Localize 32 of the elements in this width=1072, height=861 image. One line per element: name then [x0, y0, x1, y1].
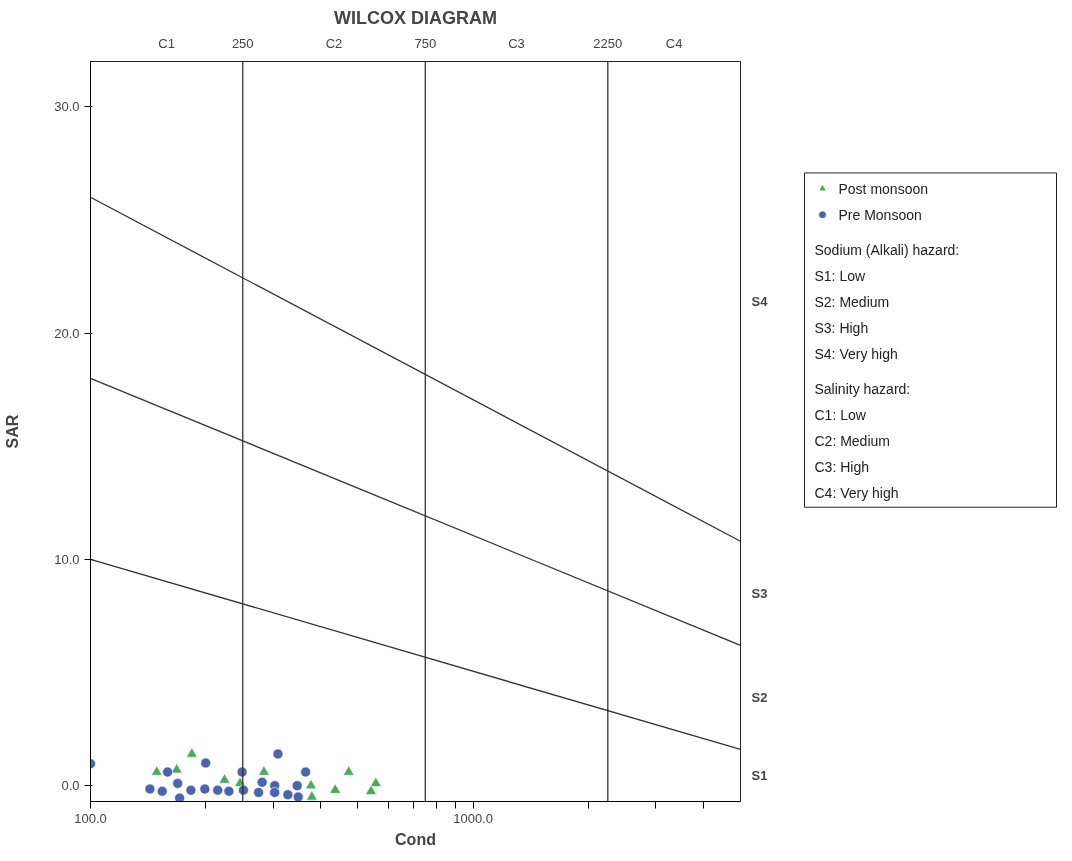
x-axis-title: Cond — [395, 830, 436, 848]
text: S4: Very high — [814, 346, 898, 363]
y-tick-label: 0.0 — [61, 778, 80, 794]
text: C4 — [665, 35, 683, 51]
text: Salinity hazard: — [814, 380, 911, 397]
y-tick-label: 30.0 — [54, 99, 80, 115]
text: C1 — [158, 35, 175, 51]
ref-line-label: 750 — [414, 35, 437, 51]
text: Sodium (Alkali) hazard: — [814, 241, 960, 258]
text: S3: High — [814, 319, 869, 336]
legend-label: Post monsoon — [838, 180, 928, 197]
y-tick-label: 20.0 — [54, 325, 80, 341]
text: C4: Very high — [814, 485, 899, 502]
text: S2: Medium — [814, 293, 890, 310]
chart-title: WILCOX DIAGRAM — [334, 7, 497, 28]
text: C2: Medium — [814, 433, 890, 450]
text: S3 — [751, 585, 768, 601]
x-tick-label: 100.0 — [74, 810, 107, 826]
x-tick-label: 1000.0 — [453, 810, 493, 826]
ref-line-label: 2250 — [593, 35, 623, 51]
legend-label: Pre Monsoon — [838, 206, 922, 223]
text: C2 — [325, 35, 343, 51]
y-axis-title: SAR — [4, 414, 22, 449]
text: C1: Low — [814, 406, 867, 423]
text: S1 — [751, 767, 768, 783]
text: C3: High — [814, 459, 869, 476]
ref-line-label: 250 — [231, 35, 254, 51]
text: S1: Low — [814, 267, 866, 284]
y-tick-label: 10.0 — [54, 551, 80, 567]
text: C3 — [508, 35, 525, 51]
text: S4 — [751, 293, 769, 309]
text: S2 — [751, 689, 768, 705]
